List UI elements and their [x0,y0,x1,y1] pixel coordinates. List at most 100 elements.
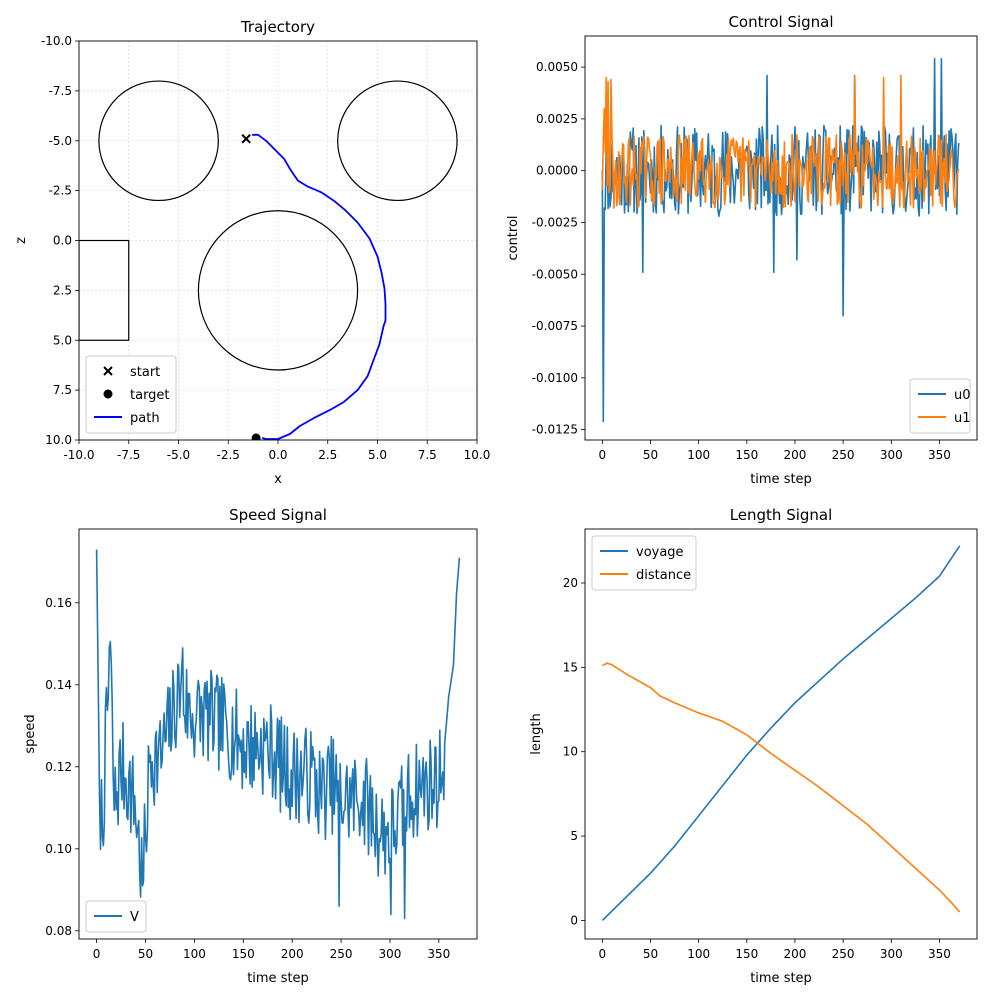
x-tick-label: 300 [880,448,903,462]
legend-swatch-target [103,389,113,399]
legend-swatch-start [103,366,113,376]
y-tick-label: -2.5 [49,184,72,198]
y-tick-label: -0.0100 [532,371,578,385]
y-tick-label: 7.5 [53,383,72,397]
x-tick-label: 2.5 [318,448,337,462]
path-line [252,133,387,440]
y-tick-label: 5 [570,829,578,843]
legend: start target path [85,355,177,434]
x-axis-label: time step [750,971,812,986]
x-tick-label: 0.0 [268,448,287,462]
x-tick-label: 350 [928,947,951,961]
y-tick-label: -0.0125 [532,423,578,437]
y-tick-label: 2.5 [53,283,72,297]
axes-frame [584,528,978,940]
axes-frame [78,528,478,940]
obstacle-rect [79,239,130,341]
x-tick-label: 200 [281,947,304,961]
control-panel: Control Signal time step control 0 50 100 150 2… [506,13,978,487]
axes-frame [584,35,978,441]
y-axis-label: length [529,713,544,754]
x-tick-label: 300 [880,947,903,961]
obstacle-circle [337,80,458,202]
y-axis-label: control [506,215,521,260]
x-tick-label: -5.0 [167,448,190,462]
y-tick-label: -0.0050 [532,267,578,281]
obstacle-circle [98,80,219,202]
speed-panel: Speed Signal time step speed 0 50 100 150 200 25… [23,506,478,986]
y-tick-label: 0.12 [45,760,72,774]
axes-frame [78,40,478,441]
x-tick-label: 100 [687,448,710,462]
legend-frame [591,535,697,591]
legend-label-V: V [130,910,139,925]
x-tick-label: 350 [427,947,450,961]
x-tick-label: 50 [643,947,658,961]
y-tick-label: -10.0 [41,34,72,48]
x-tick-label: 250 [832,448,855,462]
x-tick-label: 0 [93,947,101,961]
y-tick-label: 10.0 [45,433,72,447]
y-axis-label: speed [23,714,38,753]
series-line-distance [601,662,961,913]
y-tick-label: -0.0025 [532,215,578,229]
y-tick-label: 0.0000 [536,164,578,178]
x-tick-label: 100 [183,947,206,961]
x-tick-label: 7.5 [418,448,437,462]
x-tick-label: 100 [687,947,710,961]
y-tick-label: 0.14 [45,678,72,692]
x-tick-label: 250 [832,947,855,961]
y-tick-label: 5.0 [53,333,72,347]
y-tick-label: 20 [563,576,578,590]
legend-label-path: path [130,411,160,426]
x-tick-label: 150 [735,448,758,462]
x-tick-label: -7.5 [117,448,140,462]
legend-label-u1: u1 [954,411,971,426]
chart-title: Trajectory [240,18,315,36]
x-axis-label: time step [247,971,309,986]
x-tick-label: 0 [599,947,607,961]
y-tick-label: -5.0 [49,134,72,148]
x-tick-label: 50 [138,947,153,961]
y-axis-label: z [14,237,29,244]
y-tick-label: 0.0 [53,234,72,248]
start-marker [241,134,251,144]
y-tick-label: 0.08 [45,924,72,938]
x-tick-label: 150 [232,947,255,961]
legend-label-u0: u0 [954,388,971,403]
x-tick-label: 200 [784,448,807,462]
x-tick-label: 200 [784,947,807,961]
x-tick-label: 150 [735,947,758,961]
trajectory-panel: Trajectory x z -10.0 -7.5 -5.0 -2.5 0.0 2.5 5.0 7.… [14,18,490,487]
x-axis-label: time step [750,472,812,487]
trajectory-plot-area [79,80,458,440]
series-line-V [95,549,461,920]
y-tick-label: -0.0075 [532,319,578,333]
x-tick-label: -2.5 [217,448,240,462]
y-tick-label: 0.0050 [536,60,578,74]
x-axis-label: x [274,472,282,487]
x-tick-label: 10.0 [464,448,491,462]
legend-frame [909,378,971,434]
y-tick-label: 10 [563,745,578,759]
x-tick-label: 300 [379,947,402,961]
y-tick-label: 15 [563,660,578,674]
x-tick-label: 350 [928,448,951,462]
chart-title: Control Signal [728,13,833,31]
legend-label-target: target [130,388,170,403]
x-tick-label: 50 [643,448,658,462]
x-tick-label: 5.0 [368,448,387,462]
series-line-u0 [601,58,960,423]
x-tick-label: 250 [330,947,353,961]
y-tick-label: 0.0025 [536,112,578,126]
legend-frame [85,355,177,434]
x-tick-label: -10.0 [63,448,94,462]
legend-label-distance: distance [636,568,691,583]
y-tick-label: 0 [570,913,578,927]
speed-plot-area [95,549,461,920]
series-line-u1 [601,74,960,209]
legend: V [85,900,147,933]
legend: voyage distance [591,535,697,591]
